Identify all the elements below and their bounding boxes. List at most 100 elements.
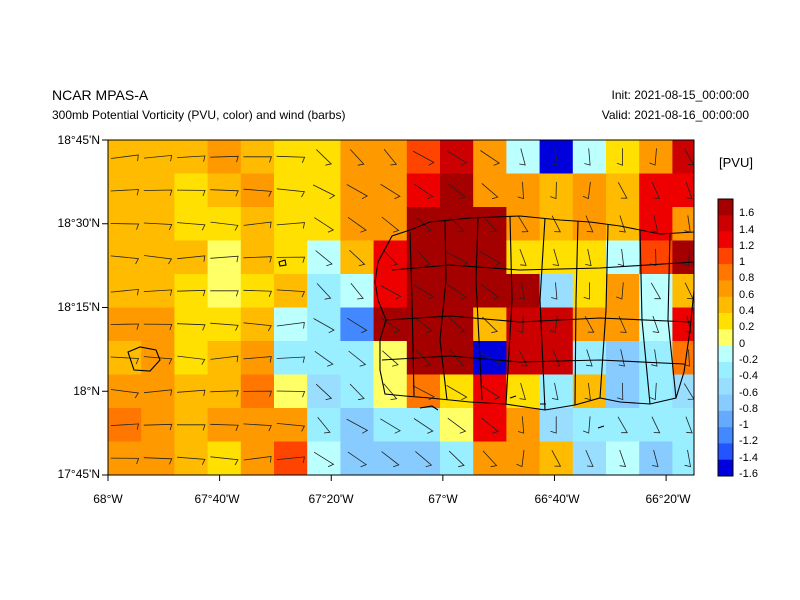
pv-cell <box>440 509 474 543</box>
wind-barb <box>586 483 592 500</box>
wind-barb <box>685 416 693 434</box>
wind-barb <box>415 451 433 468</box>
wind-barb <box>481 417 499 434</box>
wind-barb <box>210 255 239 263</box>
pv-field-cells <box>108 140 706 543</box>
wind-barb <box>651 181 661 199</box>
wind-barb <box>551 450 562 467</box>
lon-label-67w: 67°W <box>428 492 458 506</box>
wind-barb <box>110 323 140 330</box>
wind-barb <box>177 255 206 262</box>
wind-barb <box>243 390 272 397</box>
wind-barb <box>551 215 561 233</box>
pv-cell <box>606 475 640 509</box>
pv-cell <box>540 509 574 543</box>
wind-barb <box>616 382 624 401</box>
wind-barb <box>244 491 272 497</box>
wind-barb <box>617 517 624 534</box>
wind-barb <box>551 382 559 401</box>
wind-barb <box>585 215 594 233</box>
pv-cell <box>374 475 408 509</box>
wind-barb <box>143 222 173 231</box>
wind-barb <box>552 349 561 367</box>
wind-barb <box>381 216 400 233</box>
wind-barb <box>346 418 369 434</box>
wind-barb <box>582 181 591 200</box>
wind-barb <box>347 216 367 233</box>
pv-cell <box>407 509 441 543</box>
wind-barb <box>415 350 432 367</box>
wind-barb <box>110 389 139 399</box>
wind-barb <box>110 423 140 430</box>
wind-barb <box>552 248 560 266</box>
wind-barb <box>412 385 435 401</box>
wind-barb <box>349 249 366 267</box>
colorbar-swatch <box>718 329 733 346</box>
lon-label-67-20w: 67°20'W <box>308 492 354 506</box>
wind-barb <box>651 215 659 233</box>
pv-cell <box>174 509 208 543</box>
axis-ticks <box>102 139 667 481</box>
wind-barb <box>481 519 499 534</box>
wind-barb <box>584 517 590 534</box>
colorbar-swatch <box>718 394 733 412</box>
wind-barb <box>276 356 306 363</box>
wind-barb <box>586 349 593 367</box>
wind-barb <box>243 188 272 197</box>
wind-barb <box>110 457 140 465</box>
colorbar-tick-label: -1.2 <box>739 435 758 448</box>
wind-barb <box>519 148 526 166</box>
wind-barb <box>144 524 172 530</box>
wind-barb <box>314 350 334 367</box>
wind-barb <box>243 221 272 229</box>
wind-barb <box>445 251 469 267</box>
wind-barb <box>520 484 527 500</box>
left-subtitle: 300mb Potential Vorticity (PVU, color) a… <box>52 108 346 122</box>
colorbar-tick-label: 1.2 <box>739 239 755 252</box>
wind-barb <box>313 318 335 334</box>
wind-barb <box>618 349 626 367</box>
wind-barb <box>447 519 466 534</box>
wind-barb <box>584 382 591 401</box>
wind-barb <box>144 490 171 499</box>
wind-barb <box>479 251 501 267</box>
mona-island <box>127 346 161 372</box>
wind-barb <box>383 485 397 501</box>
wind-barb <box>143 323 173 331</box>
pv-cell <box>241 475 275 509</box>
wind-barb <box>619 449 627 467</box>
wind-barb <box>210 423 239 431</box>
wind-barb <box>482 450 498 468</box>
wind-barb <box>277 492 305 498</box>
wind-barb <box>243 525 271 531</box>
wind-barb <box>618 483 624 500</box>
wind-barb <box>449 216 465 233</box>
wind-barb <box>446 284 467 300</box>
wind-barb <box>276 155 306 163</box>
wind-barb <box>276 188 306 198</box>
wind-barb <box>380 183 401 200</box>
wind-barb <box>518 282 525 300</box>
colorbar-swatch <box>718 215 733 232</box>
wind-barb <box>413 519 433 533</box>
wind-barb <box>210 189 239 197</box>
wind-barb <box>416 249 431 266</box>
wind-barb <box>143 356 173 365</box>
pv-cell <box>639 509 673 543</box>
municipal-border <box>667 232 677 399</box>
colorbar-tick-label: 0.8 <box>739 272 755 285</box>
wind-barb <box>317 518 331 534</box>
pv-cell <box>208 509 242 543</box>
wind-barb <box>449 350 464 367</box>
wind-barb <box>617 416 628 434</box>
colorbar-tick-label: 1.4 <box>739 223 755 236</box>
wind-barb <box>348 350 367 367</box>
wind-barb <box>551 517 557 534</box>
wind-barb <box>243 156 272 163</box>
colorbar-swatch <box>718 410 733 428</box>
small-islet <box>278 259 287 267</box>
pv-cell <box>672 509 706 543</box>
pv-cell <box>141 475 175 509</box>
wind-barb <box>651 416 661 434</box>
